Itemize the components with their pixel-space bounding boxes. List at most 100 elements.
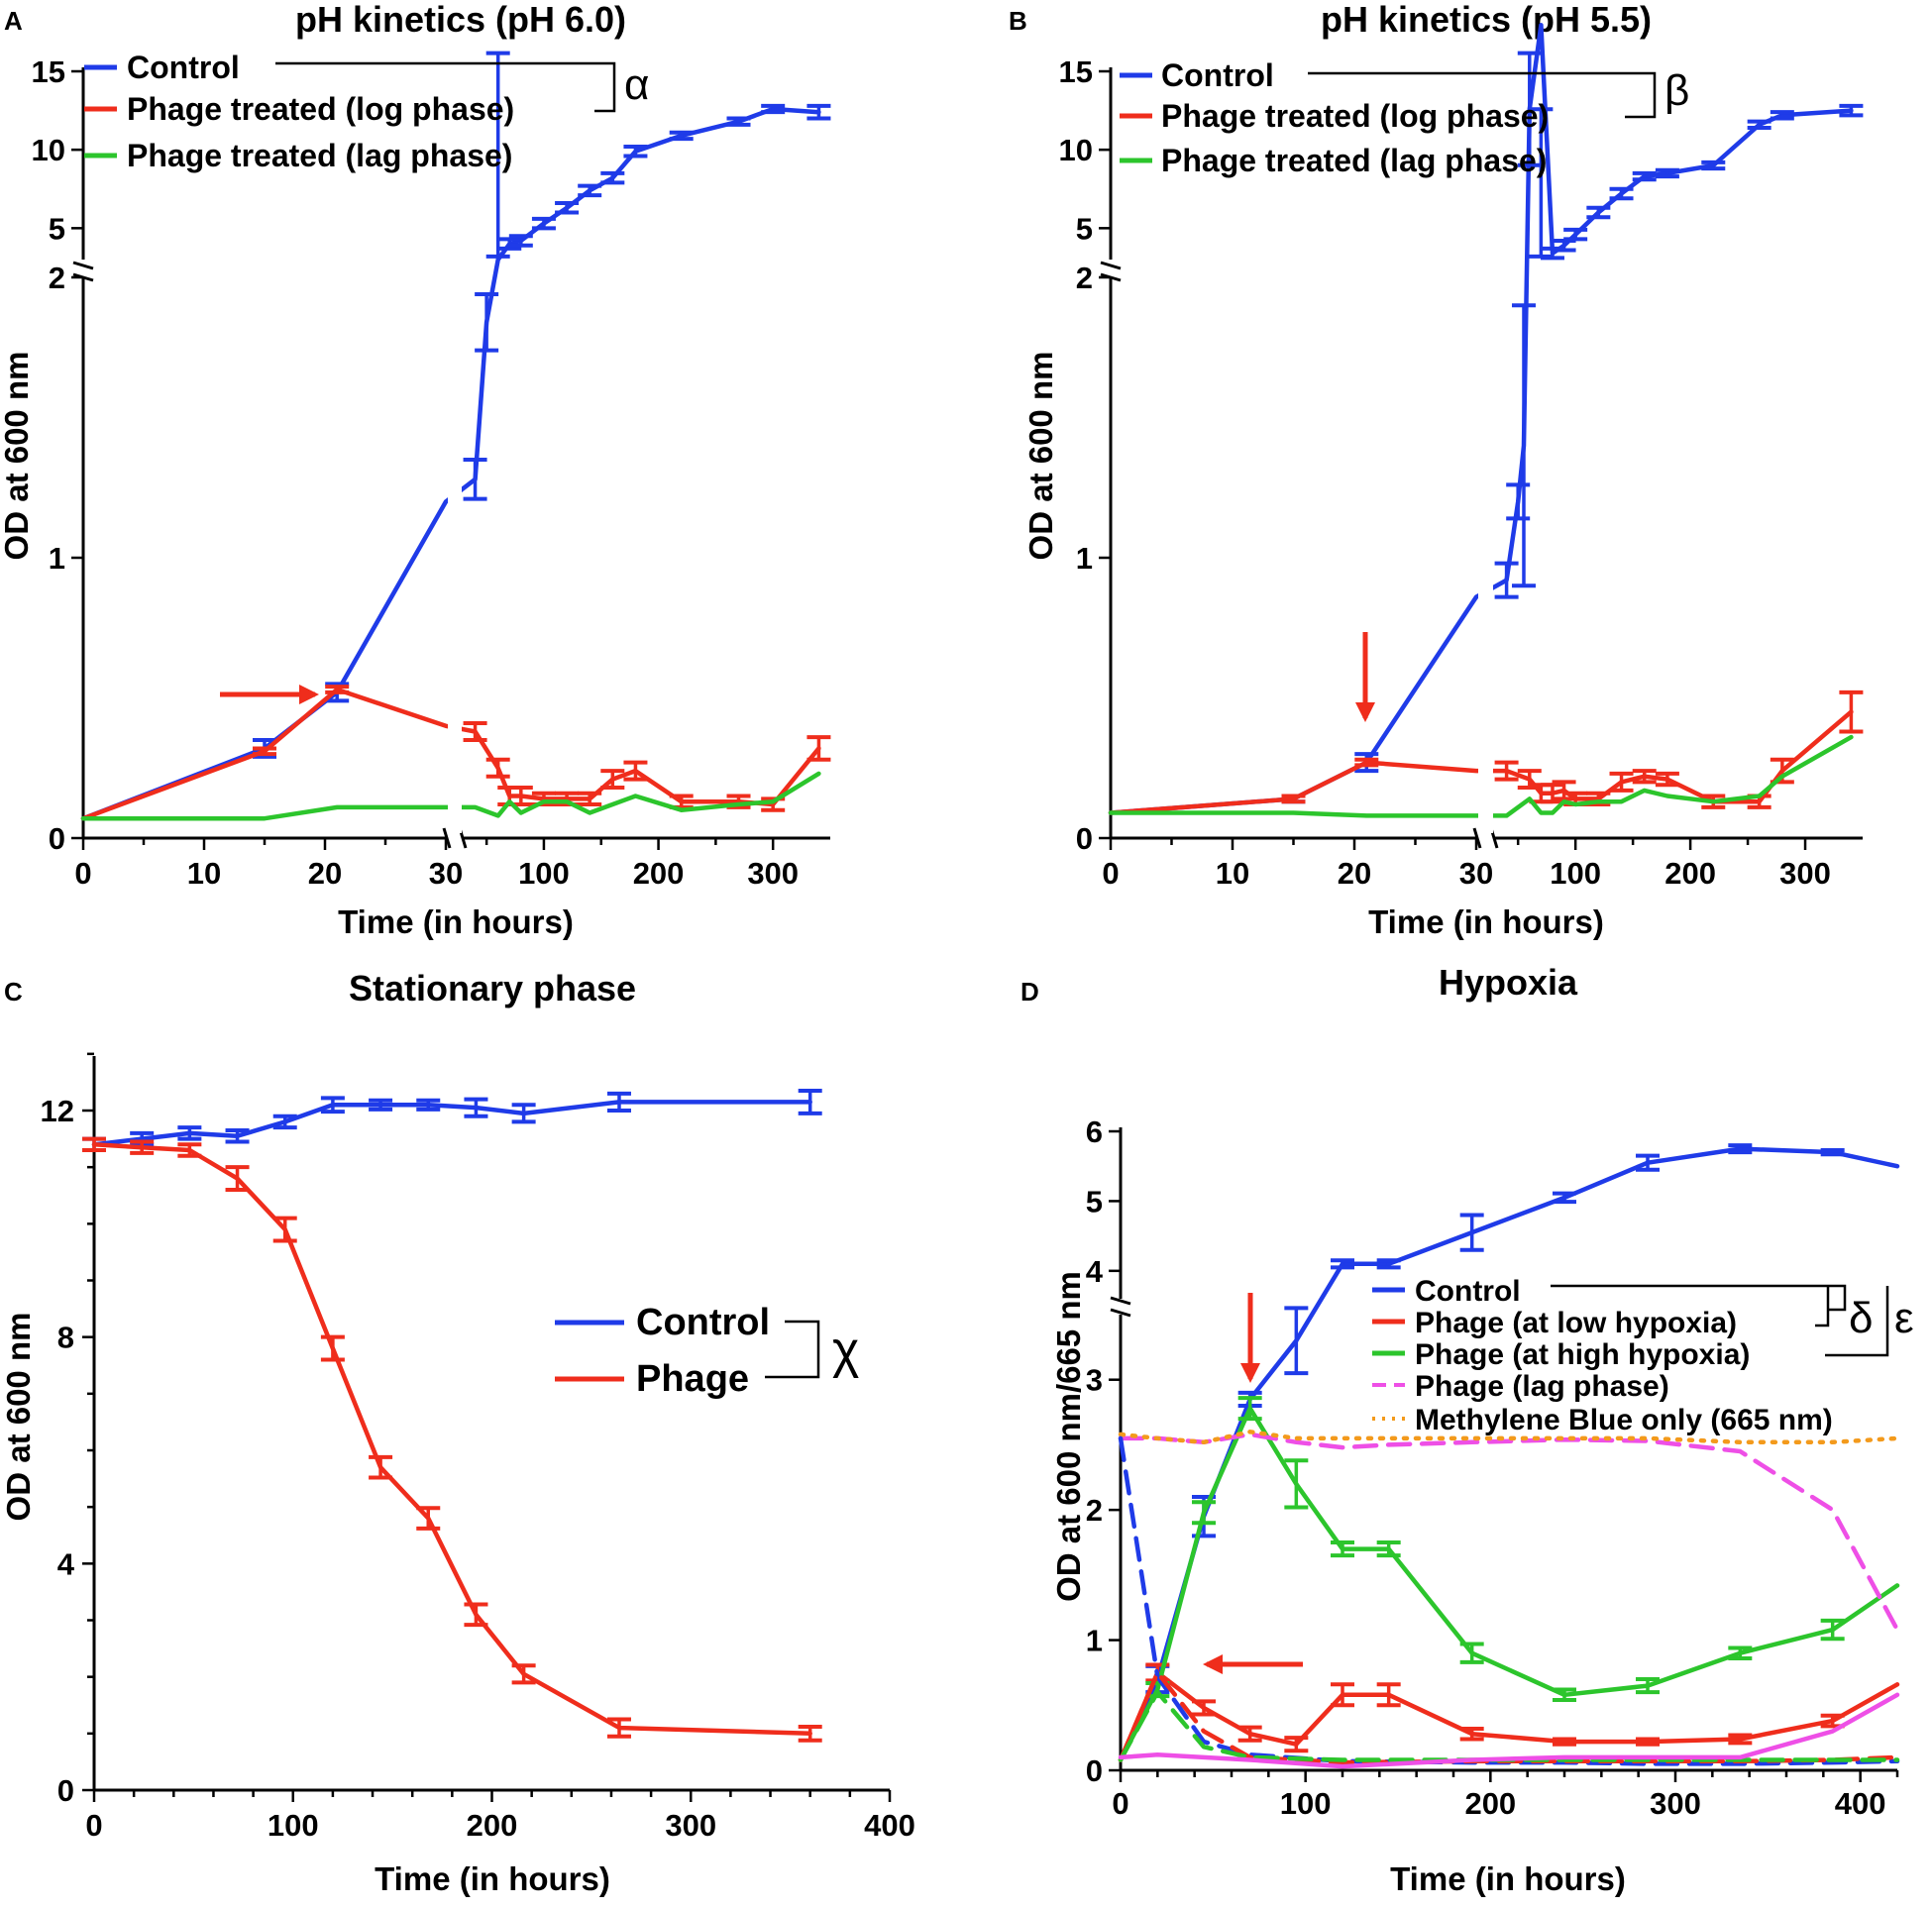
legend-b-symbol: β [1664,66,1689,115]
chart-b-series-1-errorbar-4 [1494,760,1519,782]
legend-b-label-control: Control [1161,57,1274,93]
legend-a-bracket [275,61,616,113]
chart-b-xtick-label-10: 10 [1216,856,1249,891]
chart-b-ylabel: OD at 600 nm [1022,352,1059,561]
chart-d-series-2-errorbar-11 [1820,1618,1845,1642]
chart-a-y-break-1 [72,261,94,270]
chart-d-xtick-label-0: 0 [1112,1786,1128,1821]
chart-b-series-0-errorbar-14 [1632,170,1657,182]
chart-d-series-2-errorbar-2 [1192,1500,1216,1526]
chart-a-series-1-errorbar-2 [325,685,350,694]
chart-d-xtick-label-400: 400 [1835,1786,1886,1821]
chart-a-xtick-label-30: 30 [429,856,463,891]
chart-a-xtick-label-20: 20 [308,856,342,891]
chart-a-series-1-errorbar-4 [463,720,487,742]
legend-b-label-lag: Phage treated (lag phase) [1161,143,1547,178]
chart-c-ytick-label-8: 8 [57,1321,74,1355]
chart-c-series-1-errorbar-10 [606,1717,631,1739]
chart-b-series-1-errorbar-2 [1354,757,1379,768]
chart-c-xtick-label-300: 300 [665,1808,716,1843]
chart-d-ytick-label-3: 3 [1086,1363,1103,1398]
chart-b-series-0-errorbar-6 [1511,303,1536,588]
chart-a-ytick-label-0: 0 [49,821,65,856]
chart-c-series-1-line [91,1142,812,1737]
chart-c-xtick-label-200: 200 [467,1808,518,1843]
chart-d-series-1-errorbar-5 [1331,1682,1354,1708]
chart-b-xtick-label-200: 200 [1664,856,1716,891]
chart-b-ytick-label-0: 0 [1076,821,1093,856]
chart-a-series-0-errorbar-11 [578,183,602,198]
legend-a-label-control: Control [127,50,240,85]
chart-a-legend: Control Phage treated (log phase) Phage … [84,50,649,173]
chart-d-series-0-errorbar-4 [1284,1306,1309,1376]
chart-c-series-0-errorbar-11 [798,1088,822,1115]
chart-d-xtick-label-200: 200 [1464,1786,1516,1821]
chart-d-series-2-errorbar-5 [1331,1540,1354,1558]
chart-a-title: pH kinetics (pH 6.0) [295,0,626,40]
chart-a-ytick-label-1: 1 [49,541,65,576]
chart-c-ylabel: OD at 600 nm [0,1313,37,1522]
chart-c-series-1-errorbar-4 [272,1216,297,1243]
chart-b-series-0-errorbar-18 [1770,110,1794,121]
chart-d-series-2-errorbar-10 [1728,1645,1753,1660]
chart-b-series-1-errorbar-17 [1839,690,1864,734]
chart-b-ytick-label-15: 15 [1059,54,1093,89]
chart-d-ytick-label-1: 1 [1086,1624,1103,1658]
chart-d-series-2-errorbar-3 [1237,1396,1262,1422]
chart-c-series-0-line [91,1100,812,1147]
chart-d-series-0-errorbar-5 [1331,1258,1354,1270]
chart-c-series-0-errorbar-7 [416,1098,441,1112]
chart-d-series-2-errorbar-9 [1636,1677,1660,1695]
chart-b-legend: Control Phage treated (log phase) Phage … [1120,57,1689,178]
chart-d-series-0-errorbar-8 [1553,1191,1576,1205]
legend-d-symbol-epsilon: ε [1894,1294,1914,1342]
legend-c-symbol: χ [832,1322,859,1379]
chart-b-series-0-errorbar-19 [1839,103,1864,118]
chart-a-xlabel: Time (in hours) [338,903,574,940]
chart-b-y-break-1 [1100,261,1122,270]
chart-c-series-1-errorbar-9 [511,1663,536,1685]
chart-d-ytick-label-6: 6 [1086,1114,1103,1149]
chart-b-xtick-label-100: 100 [1550,856,1601,891]
chart-d-series-6-line [1118,1670,1900,1765]
chart-a-series-1-errorbar-1 [253,746,276,757]
chart-b-break-gap [1478,71,1493,833]
chart-d-series-2-errorbar-4 [1284,1458,1309,1510]
panel-letter-d: D [1020,977,1039,1007]
chart-a-series-0-errorbar-16 [761,103,786,115]
chart-c-ytick-label-12: 12 [41,1094,74,1128]
chart-b-series-0-errorbar-12 [1586,205,1611,220]
chart-b-series-0-errorbar-10 [1552,239,1576,253]
chart-c-series-1-errorbar-2 [177,1142,202,1158]
chart-a-series-0-errorbar-12 [600,170,625,185]
chart-b-series-0-errorbar-17 [1747,119,1771,130]
chart-d-y-break-1 [1110,1296,1131,1306]
chart-d-series-3-line [1118,1432,1900,1633]
chart-c-series-1-errorbar-0 [82,1136,106,1153]
panel-letter-c: C [4,977,23,1007]
legend-a-label-lag: Phage treated (lag phase) [127,138,512,173]
chart-d-series-4-line [1118,1430,1900,1445]
legend-c-label-phage: Phage [636,1358,749,1400]
chart-a-ytick-label-2: 2 [49,261,65,295]
chart-c-xtick-label-400: 400 [864,1808,915,1843]
chart-a-xtick-label-10: 10 [187,856,221,891]
chart-a-series-0-errorbar-6 [485,51,510,259]
chart-d-xtick-label-100: 100 [1280,1786,1332,1821]
legend-d-label-mb: Methylene Blue only (665 nm) [1415,1404,1833,1436]
chart-c-series-0-errorbar-2 [177,1125,202,1141]
chart-d-series-2-errorbar-8 [1553,1687,1576,1703]
chart-a-series-1-errorbar-11 [600,769,625,791]
chart-b-series-0-errorbar-5 [1506,482,1531,521]
chart-b-series-1-errorbar-8 [1552,780,1576,801]
chart-c-series-1-errorbar-7 [416,1506,441,1531]
chart-c-series-1-errorbar-5 [320,1334,345,1362]
chart-b-series-0-errorbar-4 [1494,561,1519,599]
chart-a-series-0-errorbar-13 [623,145,648,159]
chart-b-series-1-errorbar-12 [1632,769,1657,785]
legend-a-label-log: Phage treated (log phase) [127,91,514,127]
chart-d-xtick-label-300: 300 [1650,1786,1701,1821]
chart-d-title: Hypoxia [1439,962,1578,1003]
